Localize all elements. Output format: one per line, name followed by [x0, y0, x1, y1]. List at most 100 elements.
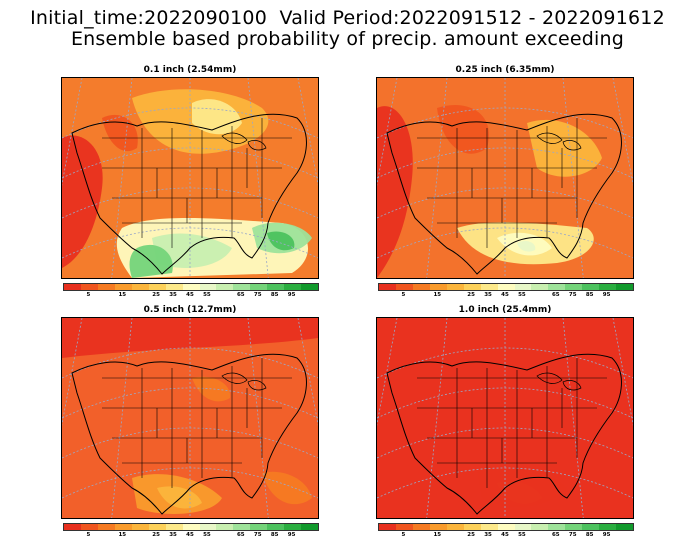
colorbar-swatch — [80, 284, 98, 290]
colorbar-tick-label: 75 — [568, 292, 577, 298]
colorbar-tick-label: 85 — [585, 292, 594, 298]
colorbar-tick-label: 95 — [602, 532, 611, 538]
panel-1-0-inch: 1.0 inch (25.4mm) 5 15 25 35 45 55 65 75 85 95 — [376, 305, 634, 543]
chart-title-line-1: Initial_time:2022090100 Valid Period:202… — [30, 7, 665, 29]
longitude-line — [297, 78, 318, 186]
colorbar-tick-label: 85 — [270, 532, 279, 538]
latitude-line — [377, 467, 633, 499]
longitude-line — [247, 318, 269, 518]
colorbar-tick-label: 35 — [484, 292, 492, 298]
colorbar-tick-label: 15 — [433, 532, 442, 538]
colorbar-swatch — [80, 524, 98, 530]
colorbar-swatch — [97, 284, 115, 290]
colorbar-swatch — [395, 524, 413, 530]
colorbar-swatch — [148, 284, 166, 290]
colorbar-tick-label: 75 — [253, 532, 262, 538]
colorbar-swatch — [616, 284, 634, 290]
latitude-line — [62, 467, 318, 499]
panel-title: 0.5 inch (12.7mm) — [143, 305, 237, 315]
colorbar-labels: 5 15 25 35 45 55 65 75 85 95 — [63, 532, 317, 541]
probability-region — [377, 106, 413, 278]
colorbar-swatch — [64, 524, 81, 530]
colorbar-tick-label: 55 — [203, 532, 211, 538]
colorbar-swatch — [582, 524, 600, 530]
colorbar-swatch — [548, 284, 566, 290]
latitude-line — [377, 187, 633, 219]
colorbar-tick-label: 95 — [602, 292, 611, 298]
colorbar-swatch — [131, 524, 149, 530]
colorbar — [378, 523, 634, 531]
colorbar-swatch — [114, 524, 132, 530]
great-lakes — [536, 372, 582, 391]
panel-title: 1.0 inch (25.4mm) — [458, 305, 552, 315]
latitude-line — [377, 107, 633, 139]
colorbar-swatch — [148, 524, 166, 530]
coastline — [386, 353, 622, 515]
probability-region — [157, 486, 202, 509]
colorbar-tick-label: 55 — [203, 292, 211, 298]
colorbar-swatch — [599, 524, 617, 530]
colorbar-tick-label: 35 — [484, 532, 492, 538]
panel-title: 0.1 inch (2.54mm) — [143, 65, 237, 75]
colorbar-swatch — [379, 524, 396, 530]
colorbar-swatch — [565, 284, 583, 290]
colorbar-swatch — [531, 284, 549, 290]
colorbar-tick-label: 65 — [236, 532, 245, 538]
colorbar-swatch — [250, 524, 268, 530]
longitude-line — [612, 318, 633, 426]
probability-region — [62, 135, 103, 268]
colorbar-tick-label: 75 — [253, 292, 262, 298]
colorbar-tick-label: 85 — [270, 292, 279, 298]
probability-map — [61, 317, 319, 519]
longitude-line — [377, 318, 398, 426]
colorbar-swatch — [284, 524, 302, 530]
longitude-line — [297, 318, 318, 426]
colorbar-swatch — [480, 524, 498, 530]
great-lakes — [221, 372, 267, 391]
colorbar-swatch — [412, 524, 430, 530]
colorbar-swatch — [429, 284, 447, 290]
panel-0-5-inch: 0.5 inch (12.7mm) 5 15 25 35 45 55 65 75 85 95 — [61, 305, 319, 543]
latitude-line — [62, 427, 318, 459]
colorbar-swatch — [599, 284, 617, 290]
colorbar-tick-label: 65 — [236, 292, 245, 298]
panel-0-1-inch: 0.1 inch (2.54mm) 5 15 25 35 45 55 65 75 85 95 — [61, 65, 319, 303]
colorbar-swatch — [497, 284, 515, 290]
colorbar-tick-label: 55 — [518, 532, 526, 538]
colorbar-tick-label: 65 — [551, 532, 560, 538]
longitude-line — [62, 78, 83, 186]
colorbar-swatch — [199, 524, 217, 530]
colorbar-swatch — [284, 284, 302, 290]
latitude-line — [377, 147, 633, 179]
colorbar-swatch — [216, 284, 234, 290]
probability-map — [61, 77, 319, 279]
colorbar-swatch — [233, 524, 251, 530]
colorbar-swatch — [548, 524, 566, 530]
longitude-line — [612, 78, 633, 186]
colorbar-swatch — [301, 284, 319, 290]
colorbar-tick-label: 15 — [118, 532, 127, 538]
colorbar-swatch — [412, 284, 430, 290]
longitude-line — [562, 318, 584, 518]
colorbar-swatch — [250, 284, 268, 290]
colorbar-swatch — [514, 284, 532, 290]
colorbar-tick-label: 35 — [169, 292, 177, 298]
colorbar-swatch — [616, 524, 634, 530]
great-lakes — [221, 132, 267, 151]
colorbar-tick-label: 5 — [86, 292, 91, 298]
latitude-line — [62, 387, 318, 419]
colorbar-swatch — [301, 524, 319, 530]
colorbar-tick-label: 25 — [152, 532, 160, 538]
colorbar-tick-label: 45 — [186, 292, 194, 298]
colorbar-swatch — [216, 524, 234, 530]
colorbar-tick-label: 45 — [501, 292, 509, 298]
colorbar-tick-label: 85 — [585, 532, 594, 538]
colorbar-tick-label: 15 — [433, 292, 442, 298]
colorbar-swatch — [379, 284, 396, 290]
latitude-line — [377, 347, 633, 379]
colorbar-swatch — [446, 524, 464, 530]
colorbar-swatch — [165, 284, 183, 290]
latitude-line — [62, 187, 318, 219]
colorbar-swatch — [497, 524, 515, 530]
colorbar — [378, 283, 634, 291]
